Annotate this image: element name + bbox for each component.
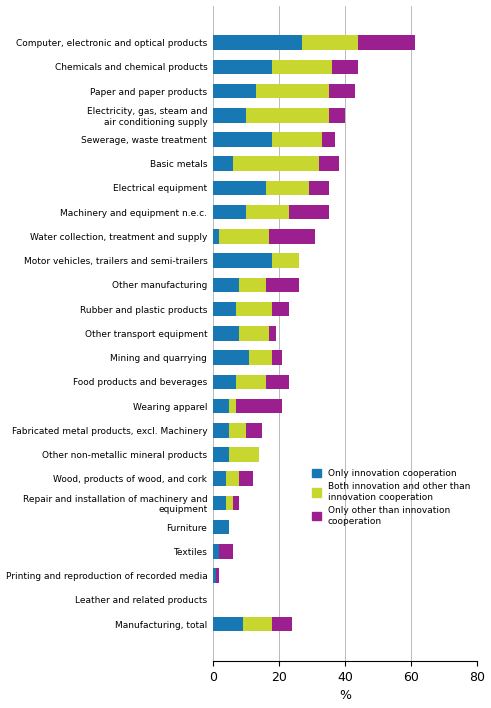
Bar (213, 302, 236, 316)
Bar (229, 423, 246, 438)
Bar (328, 84, 355, 98)
Bar (219, 229, 269, 244)
Bar (213, 132, 273, 147)
Bar (269, 229, 315, 244)
Bar (213, 278, 239, 292)
Bar (213, 156, 233, 171)
Bar (256, 84, 328, 98)
Bar (273, 350, 282, 365)
Bar (213, 472, 226, 486)
Bar (269, 326, 276, 341)
Bar (213, 108, 246, 122)
Bar (249, 350, 273, 365)
Bar (273, 302, 289, 316)
Bar (302, 35, 358, 50)
Bar (239, 472, 252, 486)
Bar (213, 59, 273, 74)
Bar (266, 181, 309, 195)
Bar (213, 496, 226, 510)
Bar (266, 375, 289, 389)
Bar (213, 229, 219, 244)
Bar (322, 132, 335, 147)
Bar (246, 423, 263, 438)
Bar (219, 544, 233, 559)
Bar (213, 617, 243, 632)
Bar (266, 278, 299, 292)
X-axis label: %: % (339, 690, 351, 702)
Bar (213, 375, 236, 389)
Bar (239, 278, 266, 292)
Bar (358, 35, 414, 50)
Bar (226, 472, 239, 486)
Bar (236, 399, 282, 413)
Bar (273, 253, 299, 268)
Legend: Only innovation cooperation, Both innovation and other than
innovation cooperati: Only innovation cooperation, Both innova… (309, 466, 473, 528)
Bar (213, 84, 256, 98)
Bar (273, 132, 322, 147)
Bar (236, 375, 266, 389)
Bar (213, 35, 302, 50)
Bar (319, 156, 338, 171)
Bar (213, 399, 229, 413)
Bar (289, 205, 328, 219)
Bar (213, 326, 239, 341)
Bar (226, 496, 233, 510)
Bar (246, 205, 289, 219)
Bar (216, 569, 219, 583)
Bar (233, 156, 319, 171)
Bar (213, 423, 229, 438)
Bar (213, 205, 246, 219)
Bar (213, 447, 229, 462)
Bar (229, 447, 259, 462)
Bar (213, 569, 216, 583)
Bar (273, 617, 292, 632)
Bar (233, 496, 239, 510)
Bar (309, 181, 328, 195)
Bar (236, 302, 273, 316)
Bar (246, 108, 328, 122)
Bar (243, 617, 273, 632)
Bar (213, 520, 229, 535)
Bar (213, 181, 266, 195)
Bar (328, 108, 345, 122)
Bar (213, 253, 273, 268)
Bar (332, 59, 358, 74)
Bar (213, 544, 219, 559)
Bar (273, 59, 332, 74)
Bar (229, 399, 236, 413)
Bar (213, 350, 249, 365)
Bar (239, 326, 269, 341)
